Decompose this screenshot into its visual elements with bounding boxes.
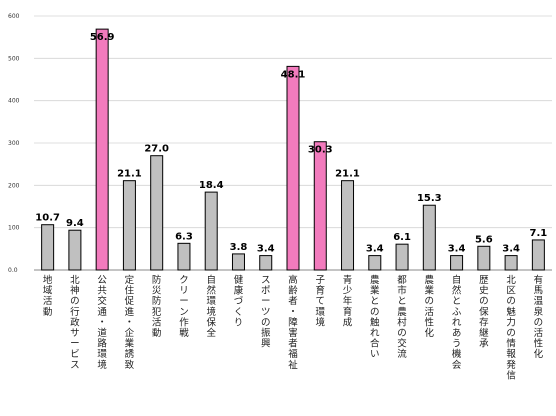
category-label: 自然とふれあう機会 <box>452 274 462 371</box>
data-label: 56.9 <box>90 32 115 43</box>
bar-18 <box>504 255 518 271</box>
category-label: 健康づくり <box>234 274 244 328</box>
bar-14 <box>395 243 409 271</box>
bar-5 <box>150 155 164 271</box>
data-label: 3.4 <box>257 244 275 255</box>
y-tick-label: 600 <box>8 13 20 20</box>
bar-9 <box>259 255 273 271</box>
data-label: 48.1 <box>281 69 306 80</box>
y-tick-label: 400 <box>8 98 20 105</box>
bar-11 <box>313 141 327 271</box>
category-label: 自然環境保全 <box>206 274 216 339</box>
y-tick-label: 100 <box>8 225 20 232</box>
category-label: 公共交通・道路環境 <box>97 275 107 371</box>
y-tick-label: 300 <box>8 140 20 147</box>
category-label: 定住促進・企業誘致 <box>125 274 135 371</box>
data-label: 21.1 <box>117 169 142 180</box>
category-label: 子育て環境 <box>316 275 326 328</box>
category-label: 都市と農村の交流 <box>397 275 407 360</box>
bar-10 <box>286 65 300 271</box>
category-label: 有馬温泉の活性化 <box>534 274 544 360</box>
bar-6 <box>177 242 191 271</box>
data-label: 3.8 <box>230 242 248 253</box>
data-label: 6.1 <box>393 232 411 243</box>
category-label: 北区の魅力の情報発信 <box>506 275 516 381</box>
data-label: 6.3 <box>175 231 193 242</box>
bar-19 <box>531 239 545 271</box>
bar-3 <box>95 28 109 271</box>
data-label: 7.1 <box>530 228 548 239</box>
bar-16 <box>450 255 464 271</box>
data-label: 3.4 <box>448 244 466 255</box>
y-tick-label: 200 <box>8 182 20 189</box>
data-label: 9.4 <box>66 218 84 229</box>
bar-8 <box>231 253 245 271</box>
category-label: 防災防犯活動 <box>152 274 162 339</box>
data-label: 5.6 <box>475 234 493 245</box>
bar-4 <box>122 180 136 271</box>
data-label: 3.4 <box>502 244 520 255</box>
bar-1 <box>41 224 55 271</box>
bars <box>41 28 545 271</box>
category-label: 農業との触れ合い <box>370 274 380 360</box>
data-label: 21.1 <box>335 169 360 180</box>
category-label: クリーン作戦 <box>179 275 189 339</box>
y-tick-label: 0.0 <box>8 267 18 274</box>
data-label: 30.3 <box>308 145 333 156</box>
category-label: 青少年育成 <box>343 274 353 328</box>
data-label: 10.7 <box>35 213 60 224</box>
y-axis: 0.0 100 200 300 400 500 600 <box>8 13 20 274</box>
category-label: 農業の活性化 <box>425 274 435 339</box>
data-label: 27.0 <box>144 144 169 155</box>
y-tick-label: 500 <box>8 55 20 62</box>
category-label: 北神の行政サービス <box>70 275 80 371</box>
data-label: 15.3 <box>417 193 442 204</box>
bar-7 <box>204 191 218 271</box>
category-label: 高齢者・障害者福祉 <box>288 274 298 371</box>
category-label: スポーツの振興 <box>261 275 271 350</box>
data-label: 18.4 <box>199 180 224 191</box>
x-axis-labels: 地域活動 北神の行政サービス 公共交通・道路環境 定住促進・企業誘致 防災防犯活動 クリー… <box>43 274 544 381</box>
category-label: 歴史の保存継承 <box>479 275 489 350</box>
bar-17 <box>477 245 491 271</box>
data-label: 3.4 <box>366 244 384 255</box>
category-label: 地域活動 <box>43 274 53 318</box>
bar-12 <box>341 180 355 271</box>
bar-13 <box>368 255 382 271</box>
data-labels: 10.7 9.4 56.9 21.1 27.0 6.3 18.4 3.8 3.4 48.1 30.3… <box>35 32 547 254</box>
bar-2 <box>68 229 82 271</box>
bar-15 <box>422 204 436 271</box>
